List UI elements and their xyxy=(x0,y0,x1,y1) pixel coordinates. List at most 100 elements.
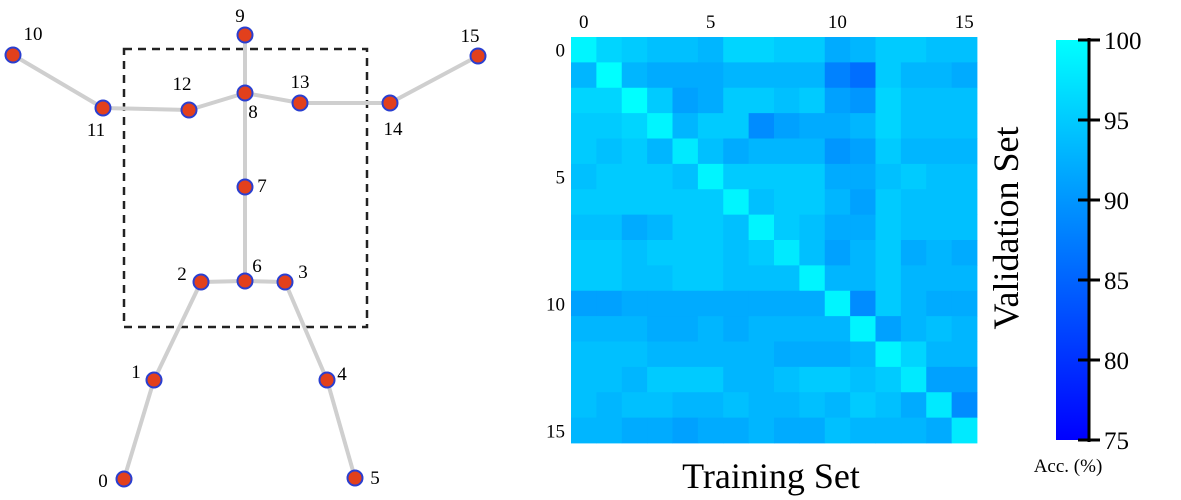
cell-7-13 xyxy=(900,214,927,241)
cell-9-7 xyxy=(748,265,775,292)
cell-11-14 xyxy=(926,316,953,342)
cell-7-12 xyxy=(875,214,902,241)
cell-12-0 xyxy=(571,341,597,368)
cell-1-15 xyxy=(951,62,978,89)
cell-15-15 xyxy=(951,417,978,444)
cell-8-13 xyxy=(900,240,927,266)
cell-10-12 xyxy=(875,290,902,317)
cell-0-5 xyxy=(697,37,724,63)
cell-14-5 xyxy=(697,392,724,419)
cell-6-11 xyxy=(850,189,876,216)
x-tick-10: 10 xyxy=(828,12,847,33)
joint-label-3: 3 xyxy=(298,262,308,283)
cell-9-11 xyxy=(850,265,876,292)
cell-13-2 xyxy=(621,366,648,393)
cell-1-4 xyxy=(672,62,699,89)
cell-7-2 xyxy=(621,214,648,241)
cell-15-10 xyxy=(824,417,851,444)
joint-10 xyxy=(4,46,22,64)
joint-9 xyxy=(236,26,254,44)
joint-label-5: 5 xyxy=(370,468,380,489)
cell-14-13 xyxy=(900,392,927,419)
cell-2-4 xyxy=(672,87,699,114)
cell-5-10 xyxy=(824,163,851,190)
cell-12-4 xyxy=(672,341,699,368)
cell-9-2 xyxy=(621,265,648,292)
cell-11-10 xyxy=(824,316,851,342)
cell-12-1 xyxy=(596,341,623,368)
cell-15-1 xyxy=(596,417,623,444)
cell-0-15 xyxy=(951,37,978,63)
cell-7-4 xyxy=(672,214,699,241)
cell-1-14 xyxy=(926,62,953,89)
cell-8-15 xyxy=(951,240,978,266)
cell-10-13 xyxy=(900,290,927,317)
cell-10-7 xyxy=(748,290,775,317)
cell-2-13 xyxy=(900,87,927,114)
cell-11-15 xyxy=(951,316,978,342)
cell-2-14 xyxy=(926,87,953,114)
cell-12-11 xyxy=(850,341,876,368)
cell-13-9 xyxy=(799,366,826,393)
cell-14-8 xyxy=(774,392,800,419)
cell-7-9 xyxy=(799,214,826,241)
cell-0-7 xyxy=(748,37,775,63)
cell-3-3 xyxy=(647,113,673,139)
cell-11-2 xyxy=(621,316,648,342)
cell-15-8 xyxy=(774,417,800,444)
cell-5-2 xyxy=(621,163,648,190)
cell-15-13 xyxy=(900,417,927,444)
cell-11-3 xyxy=(647,316,673,342)
cell-14-9 xyxy=(799,392,826,419)
cell-1-0 xyxy=(571,62,597,89)
cell-2-2 xyxy=(621,87,648,114)
cell-2-1 xyxy=(596,87,623,114)
cell-12-9 xyxy=(799,341,826,368)
joint-8 xyxy=(236,84,254,102)
cell-10-4 xyxy=(672,290,699,317)
cell-15-11 xyxy=(850,417,876,444)
cell-1-2 xyxy=(621,62,648,89)
crop-box xyxy=(122,47,369,329)
y-tick-0: 0 xyxy=(556,41,566,62)
cell-12-7 xyxy=(748,341,775,368)
bone-0-1 xyxy=(122,378,156,481)
cell-5-12 xyxy=(875,163,902,190)
cell-9-0 xyxy=(571,265,597,292)
cell-6-4 xyxy=(672,189,699,216)
cell-8-6 xyxy=(723,240,750,266)
cell-3-4 xyxy=(672,113,699,139)
cell-4-1 xyxy=(596,138,623,165)
colorbar-label: Acc. (%) xyxy=(1034,456,1103,477)
cell-11-4 xyxy=(672,316,699,342)
cell-11-5 xyxy=(697,316,724,342)
joint-label-4: 4 xyxy=(337,364,347,385)
joint-label-10: 10 xyxy=(24,24,43,45)
cell-15-7 xyxy=(748,417,775,444)
cell-14-6 xyxy=(723,392,750,419)
y-axis-title: Validation Set xyxy=(986,127,1026,330)
joint-0 xyxy=(115,470,133,488)
cell-2-15 xyxy=(951,87,978,114)
cell-0-1 xyxy=(596,37,623,63)
cell-7-10 xyxy=(824,214,851,241)
y-tick-5: 5 xyxy=(556,168,566,189)
cell-15-2 xyxy=(621,417,648,444)
cell-14-3 xyxy=(647,392,673,419)
joint-label-9: 9 xyxy=(235,6,245,27)
cell-2-5 xyxy=(697,87,724,114)
cell-3-13 xyxy=(900,113,927,139)
cell-11-1 xyxy=(596,316,623,342)
cell-2-12 xyxy=(875,87,902,114)
joint-label-1: 1 xyxy=(131,362,141,383)
cell-11-7 xyxy=(748,316,775,342)
cell-7-5 xyxy=(697,214,724,241)
cell-13-15 xyxy=(951,366,978,393)
cell-14-0 xyxy=(571,392,597,419)
cell-7-11 xyxy=(850,214,876,241)
cell-6-13 xyxy=(900,189,927,216)
cell-7-3 xyxy=(647,214,673,241)
cell-0-0 xyxy=(571,37,597,63)
cell-12-15 xyxy=(951,341,978,368)
x-axis-title: Training Set xyxy=(682,456,860,496)
